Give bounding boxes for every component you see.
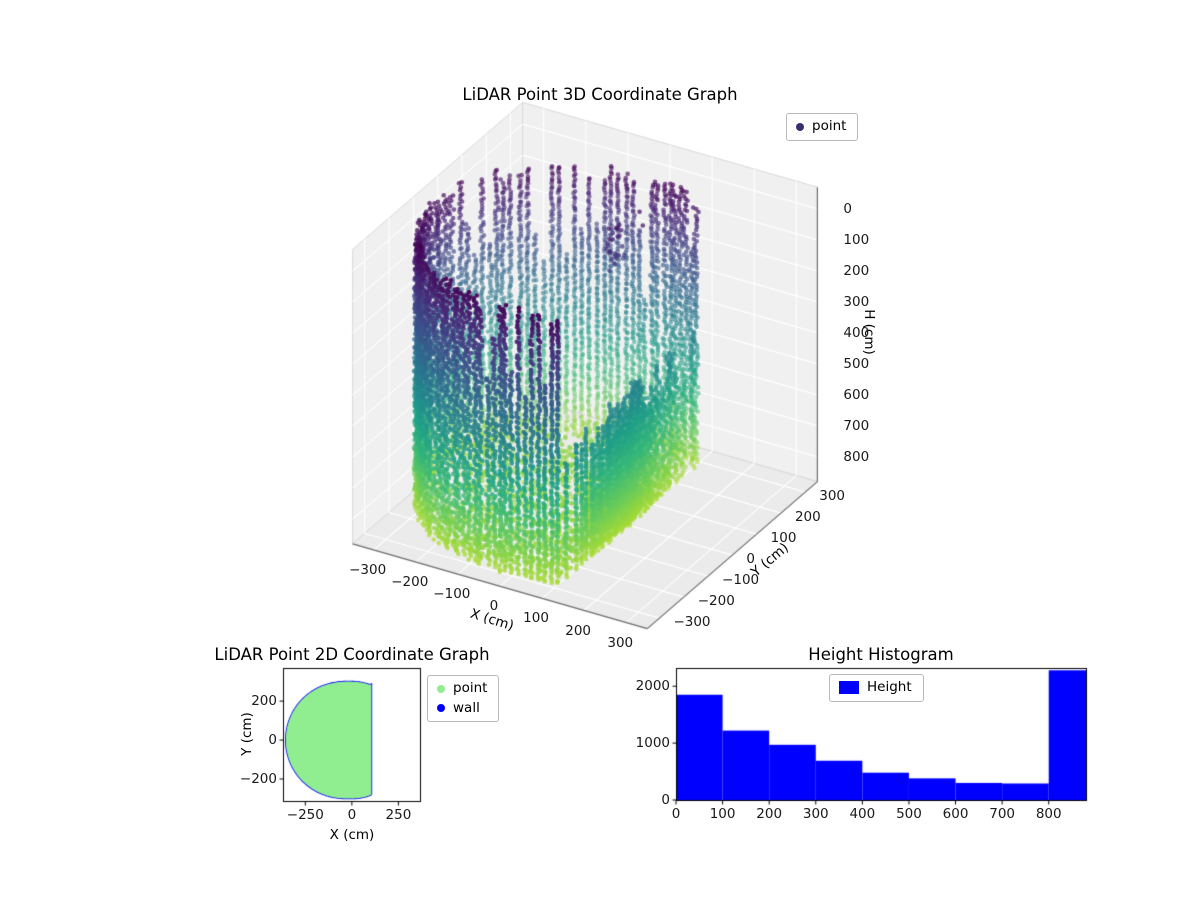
- plot3d-h-tick-label: 600: [843, 386, 870, 403]
- plot3d-h-tick-label: 300: [843, 293, 870, 310]
- plot3d-x-tick-label: −300: [349, 562, 387, 578]
- plot3d-x-tick-label: 300: [607, 634, 634, 651]
- plot3d-x-tick-label: −100: [433, 586, 471, 603]
- histogram-title: Height Histogram: [808, 645, 954, 664]
- legend-item-height: Height: [839, 679, 912, 696]
- plot2d-y-tick-label: 0: [268, 732, 277, 749]
- plot3d-y-tick-label: −300: [673, 614, 711, 631]
- plot3d-x-tick-label: 200: [565, 622, 592, 639]
- legend-label: point: [453, 680, 488, 696]
- plot3d-x-tick-label: 0: [489, 598, 499, 615]
- legend-label: wall: [453, 699, 480, 716]
- histogram-x-tick-label: 400: [849, 806, 876, 822]
- legend-label: point: [812, 118, 847, 134]
- histogram-x-tick-label: 800: [1035, 806, 1062, 822]
- plot3d-h-tick-label: 800: [843, 448, 870, 465]
- plot3d-h-tick-label: 700: [843, 417, 870, 434]
- histogram-x-tick-label: 100: [709, 806, 736, 822]
- legend-item-point: point: [796, 118, 847, 135]
- plot3d-x-tick-label: −200: [391, 574, 429, 591]
- histogram-x-tick-label: 0: [671, 806, 681, 822]
- point-marker-icon: [796, 122, 804, 131]
- plot3d-x-tick-label: 100: [523, 610, 549, 627]
- histogram-x-tick-label: 200: [756, 806, 783, 822]
- plot2d-x-tick-label: 250: [385, 807, 412, 823]
- plot3d-h-tick-label: 400: [843, 324, 870, 341]
- plot3d-h-tick-label: 100: [843, 231, 870, 248]
- plot3d-y-tick-label: −200: [697, 593, 735, 610]
- plot2d-legend: point wall: [427, 675, 500, 723]
- histogram-x-tick-label: 600: [942, 806, 969, 822]
- histogram-x-tick-label: 700: [989, 806, 1016, 822]
- plot3d-y-tick-label: −100: [722, 572, 760, 589]
- plot2d-x-tick-label: −250: [286, 807, 324, 823]
- plot3d-y-tick-label: 300: [819, 488, 846, 505]
- plot3d-h-tick-label: 500: [843, 355, 870, 372]
- histogram-x-tick-label: 300: [802, 806, 829, 822]
- plot2d-xaxis-label: X (cm): [329, 827, 375, 843]
- plot3d-y-tick-label: 200: [794, 509, 821, 526]
- histogram-y-tick-label: 0: [661, 792, 670, 808]
- plot2d-y-tick-label: 200: [251, 693, 277, 710]
- plot3d-title: LiDAR Point 3D Coordinate Graph: [462, 85, 738, 104]
- plot3d-h-tick-label: 200: [843, 262, 870, 279]
- plot2d-y-tick-label: −200: [239, 770, 277, 787]
- plot2d-x-tick-label: 0: [347, 807, 357, 823]
- plot2d-yaxis-label: Y (cm): [239, 712, 255, 756]
- plot3d-y-tick-label: 0: [746, 551, 755, 568]
- height-patch-icon: [839, 681, 859, 695]
- histogram-x-tick-label: 500: [896, 806, 922, 822]
- plot3d-y-tick-label: 100: [770, 530, 797, 547]
- plot3d-h-tick-label: 0: [843, 200, 852, 217]
- histogram-legend: Height: [829, 674, 924, 702]
- histogram-y-tick-label: 2000: [635, 678, 670, 695]
- legend-item-point: point: [437, 680, 488, 697]
- histogram-y-tick-label: 1000: [635, 735, 670, 752]
- plot2d-title: LiDAR Point 2D Coordinate Graph: [214, 645, 490, 664]
- legend-item-wall: wall: [437, 699, 487, 717]
- wall-marker-icon: [437, 704, 445, 713]
- point-marker-icon: [437, 684, 445, 693]
- legend-label: Height: [867, 679, 912, 695]
- plot3d-legend: point: [786, 113, 859, 141]
